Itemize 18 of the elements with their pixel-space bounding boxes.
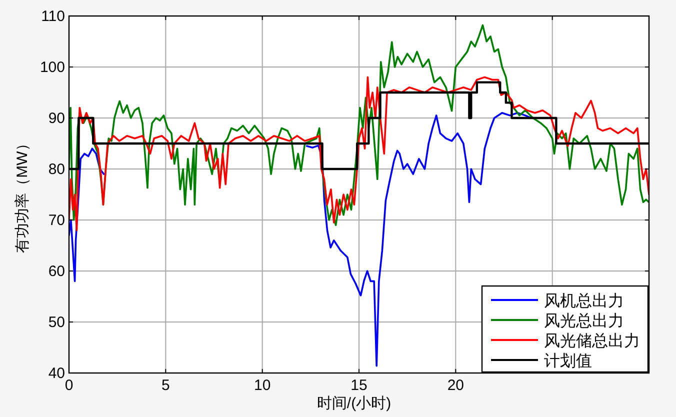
y-axis-title: 有功功率（MW） (14, 136, 31, 253)
y-tick-label: 60 (48, 263, 65, 280)
y-tick-label: 70 (48, 212, 65, 229)
y-tick-label: 80 (48, 161, 65, 178)
y-tick-label: 110 (41, 8, 65, 25)
x-tick-label: 5 (161, 377, 170, 394)
legend-label: 风光总出力 (544, 312, 624, 330)
legend-label: 计划值 (544, 352, 592, 370)
y-tick-label: 50 (48, 314, 65, 331)
x-axis-title: 时间/(小时) (316, 395, 392, 412)
x-tick-label: 10 (254, 377, 271, 394)
y-tick-label: 40 (48, 365, 65, 382)
x-tick-label: 15 (350, 377, 368, 394)
legend-label: 风光储总出力 (544, 332, 640, 350)
y-tick-label: 90 (48, 110, 65, 127)
x-tick-label: 0 (64, 377, 74, 394)
x-tick-label: 20 (447, 377, 464, 394)
y-tick-label: 100 (40, 59, 65, 76)
